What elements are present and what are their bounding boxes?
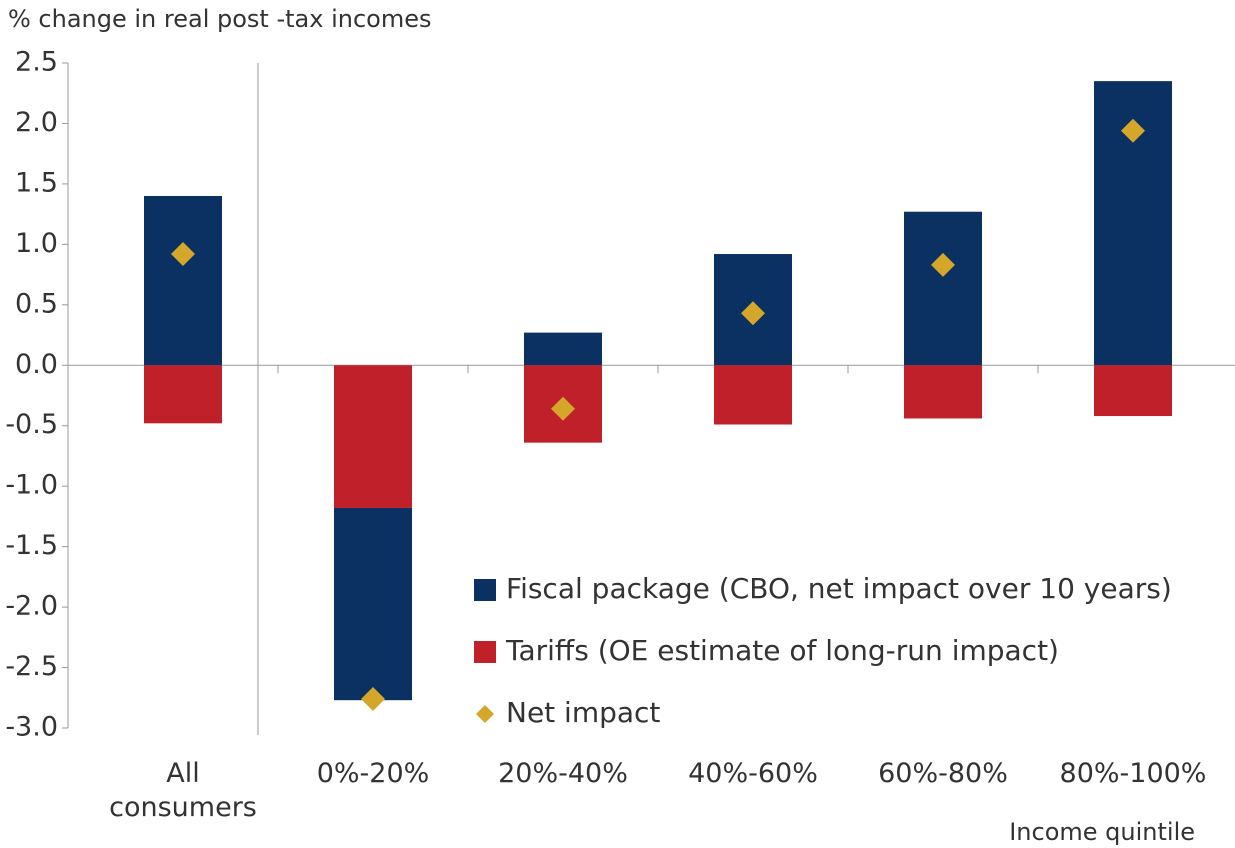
legend-swatch bbox=[474, 641, 496, 663]
legend-label: Tariffs (OE estimate of long-run impact) bbox=[505, 634, 1059, 667]
legend-label: Fiscal package (CBO, net impact over 10 … bbox=[506, 572, 1172, 605]
y-tick-label: 0.0 bbox=[15, 349, 58, 380]
x-tick-label: 0%-20% bbox=[316, 758, 430, 789]
net-marker bbox=[1121, 118, 1145, 143]
y-tick-label: -1.5 bbox=[5, 530, 58, 561]
x-tick-label: 40%-60% bbox=[688, 758, 818, 789]
net-marker bbox=[931, 252, 955, 277]
y-tick-label: -1.0 bbox=[5, 470, 58, 501]
bar bbox=[714, 365, 792, 425]
bar bbox=[144, 196, 222, 366]
net-marker bbox=[361, 686, 385, 711]
x-tick-label: All consumers bbox=[109, 758, 257, 823]
x-axis-title: Income quintile bbox=[1009, 818, 1195, 846]
bar bbox=[144, 365, 222, 424]
y-tick-label: 1.5 bbox=[15, 167, 58, 198]
bar bbox=[334, 365, 412, 508]
y-tick-label: -3.0 bbox=[5, 712, 58, 743]
legend-swatch bbox=[474, 579, 496, 601]
y-axis-title: % change in real post -tax incomes bbox=[8, 5, 431, 33]
net-marker bbox=[171, 242, 195, 267]
y-tick-label: -0.5 bbox=[5, 409, 58, 440]
bar bbox=[334, 507, 412, 701]
y-tick-label: -2.0 bbox=[5, 591, 58, 622]
y-tick-label: 2.5 bbox=[15, 47, 58, 78]
net-marker bbox=[741, 301, 765, 326]
net-marker bbox=[551, 396, 575, 421]
y-tick-label: 1.0 bbox=[15, 228, 58, 259]
y-tick-label: 2.0 bbox=[15, 107, 58, 138]
y-tick-label: 0.5 bbox=[15, 288, 58, 319]
x-tick-label: 20%-40% bbox=[498, 758, 628, 789]
y-tick-label: -2.5 bbox=[5, 651, 58, 682]
legend-marker bbox=[476, 705, 494, 723]
x-tick-label: 80%-100% bbox=[1059, 758, 1207, 789]
bar bbox=[904, 211, 982, 366]
bar bbox=[904, 365, 982, 419]
bar bbox=[1094, 365, 1172, 417]
bar bbox=[524, 332, 602, 366]
legend-label: Net impact bbox=[506, 696, 660, 729]
x-tick-label: 60%-80% bbox=[878, 758, 1008, 789]
